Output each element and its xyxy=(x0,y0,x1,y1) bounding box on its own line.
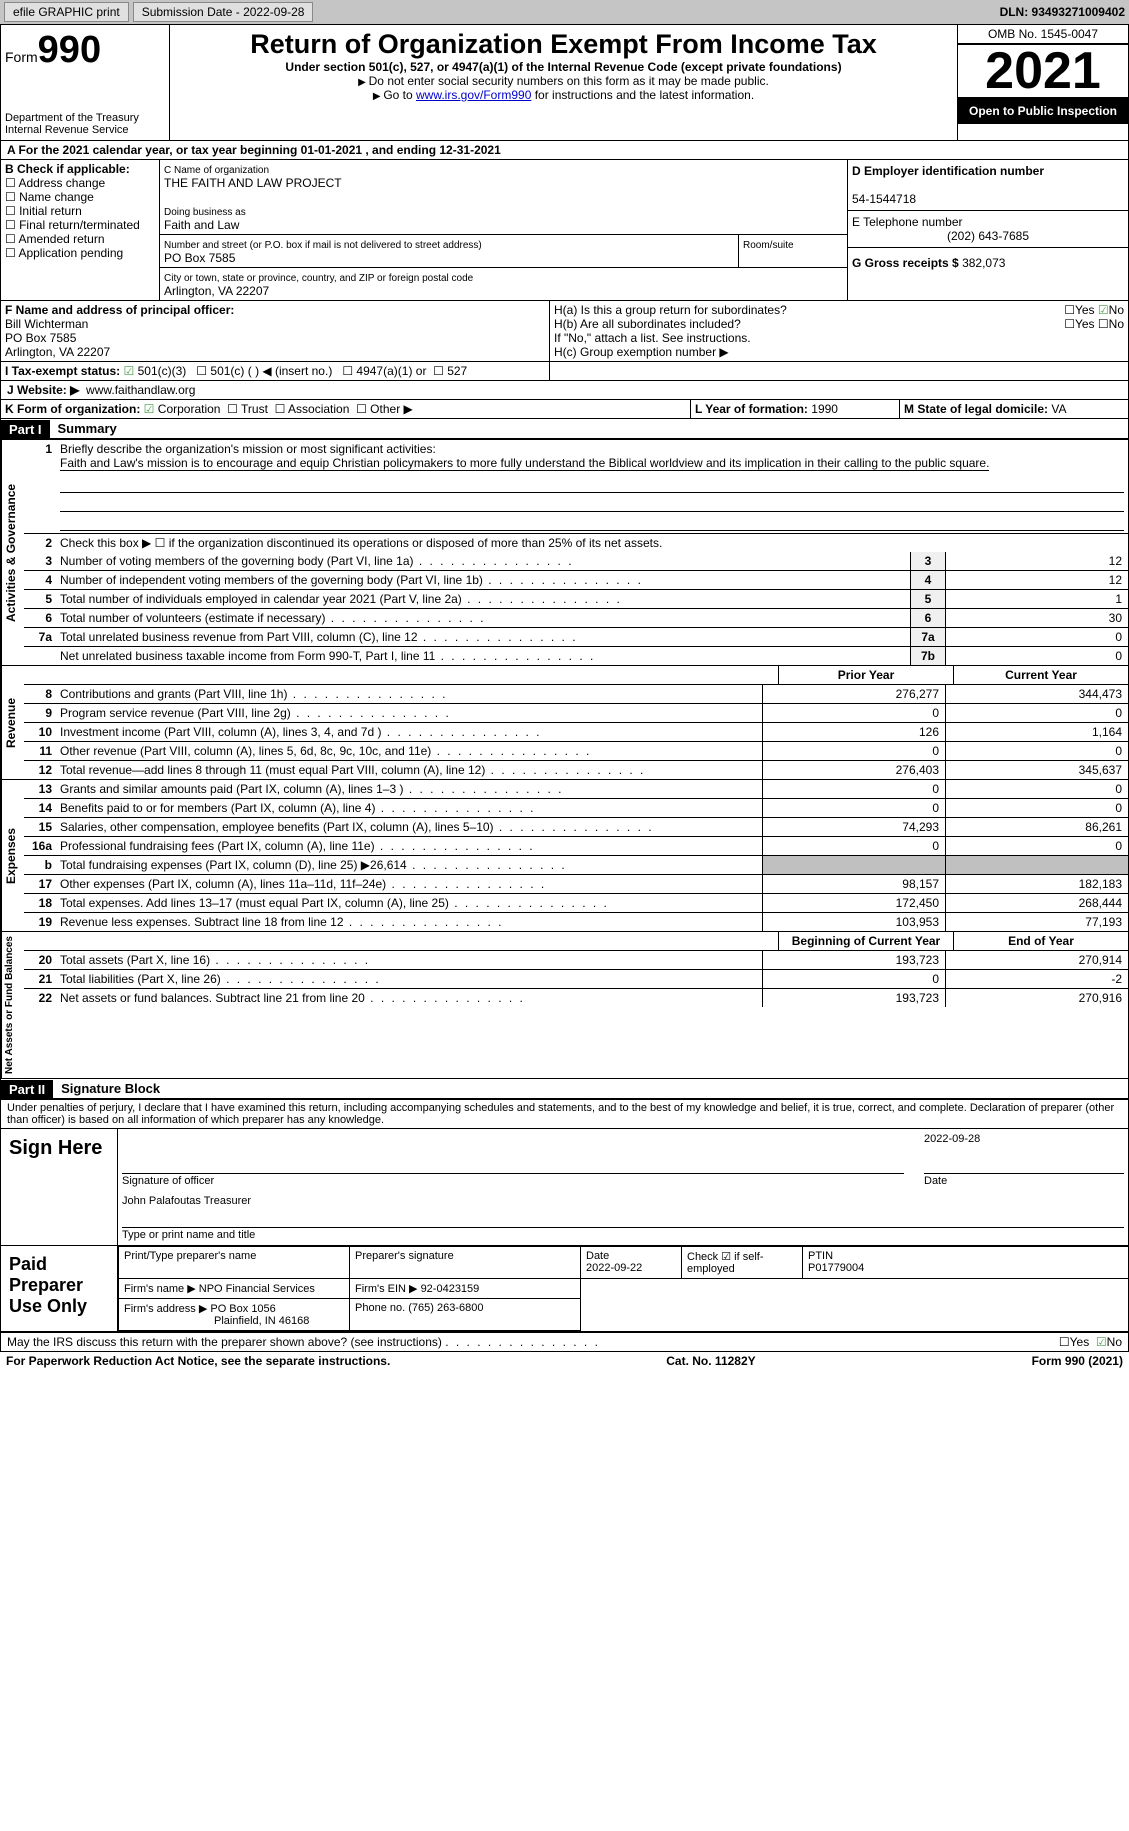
tab-netassets: Net Assets or Fund Balances xyxy=(1,932,24,1078)
summary-line: 3Number of voting members of the governi… xyxy=(24,552,1128,571)
form-title: Return of Organization Exempt From Incom… xyxy=(174,29,953,60)
page-footer: For Paperwork Reduction Act Notice, see … xyxy=(0,1352,1129,1370)
summary-line: 22Net assets or fund balances. Subtract … xyxy=(24,989,1128,1007)
efile-print-button[interactable]: efile GRAPHIC print xyxy=(4,2,129,22)
form-subtitle: Under section 501(c), 527, or 4947(a)(1)… xyxy=(174,60,953,74)
hb-label: H(b) Are all subordinates included? xyxy=(554,317,741,331)
phone-value: (202) 643-7685 xyxy=(852,229,1124,243)
irs-link[interactable]: www.irs.gov/Form990 xyxy=(416,88,531,102)
summary-line: 11Other revenue (Part VIII, column (A), … xyxy=(24,742,1128,761)
summary-line: 12Total revenue—add lines 8 through 11 (… xyxy=(24,761,1128,779)
checkbox-amended[interactable]: ☐ xyxy=(5,232,18,246)
checkbox-address-change[interactable]: ☐ xyxy=(5,176,18,190)
declaration: Under penalties of perjury, I declare th… xyxy=(0,1100,1129,1129)
box-b-label: B Check if applicable: xyxy=(5,162,130,176)
irs-discuss-row: May the IRS discuss this return with the… xyxy=(0,1333,1129,1352)
org-name: THE FAITH AND LAW PROJECT xyxy=(164,176,342,190)
hc-label: H(c) Group exemption number ▶ xyxy=(554,345,1124,359)
summary-line: 7aTotal unrelated business revenue from … xyxy=(24,628,1128,647)
summary-line: 20Total assets (Part X, line 16)193,7232… xyxy=(24,951,1128,970)
summary-line: 15Salaries, other compensation, employee… xyxy=(24,818,1128,837)
identity-block: B Check if applicable: ☐ Address change … xyxy=(0,160,1129,301)
sign-here-block: Sign Here Signature of officer 2022-09-2… xyxy=(0,1129,1129,1333)
privacy-note: Do not enter social security numbers on … xyxy=(174,74,953,88)
netassets-section: Net Assets or Fund Balances Beginning of… xyxy=(0,932,1129,1079)
dln: DLN: 93493271009402 xyxy=(1000,5,1125,19)
summary-line: 5Total number of individuals employed in… xyxy=(24,590,1128,609)
tab-expenses: Expenses xyxy=(1,780,24,931)
checkbox-501c3[interactable]: ☑ xyxy=(124,364,135,378)
activities-governance: Activities & Governance 1 Briefly descri… xyxy=(0,440,1129,666)
expenses-section: Expenses 13Grants and similar amounts pa… xyxy=(0,780,1129,932)
gross-receipts-label: G Gross receipts $ xyxy=(852,256,959,270)
website-value: www.faithandlaw.org xyxy=(86,383,195,397)
part1-header: Part I Summary xyxy=(0,419,1129,440)
summary-line: 18Total expenses. Add lines 13–17 (must … xyxy=(24,894,1128,913)
ein-value: 54-1544718 xyxy=(852,192,916,206)
summary-line: 9Program service revenue (Part VIII, lin… xyxy=(24,704,1128,723)
checkbox-corporation[interactable]: ☑ xyxy=(144,402,155,416)
summary-line: 17Other expenses (Part IX, column (A), l… xyxy=(24,875,1128,894)
ein-label: D Employer identification number xyxy=(852,164,1044,178)
officer-addr1: PO Box 7585 xyxy=(5,331,76,345)
room-label: Room/suite xyxy=(743,240,794,251)
summary-line: 8Contributions and grants (Part VIII, li… xyxy=(24,685,1128,704)
summary-line: 10Investment income (Part VIII, column (… xyxy=(24,723,1128,742)
summary-line: 4Number of independent voting members of… xyxy=(24,571,1128,590)
summary-line: 14Benefits paid to or for members (Part … xyxy=(24,799,1128,818)
department: Department of the Treasury Internal Reve… xyxy=(5,112,165,136)
checkbox-final-return[interactable]: ☐ xyxy=(5,218,19,232)
summary-line: 19Revenue less expenses. Subtract line 1… xyxy=(24,913,1128,931)
hb-note: If "No," attach a list. See instructions… xyxy=(554,331,1124,345)
tax-year: 2021 xyxy=(958,44,1128,98)
checkbox-name-change[interactable]: ☐ xyxy=(5,190,19,204)
instructions-note: Go to www.irs.gov/Form990 for instructio… xyxy=(174,88,953,102)
website-row: J Website: ▶ www.faithandlaw.org xyxy=(0,381,1129,400)
phone-label: E Telephone number xyxy=(852,215,963,229)
mission-text: Faith and Law's mission is to encourage … xyxy=(60,456,989,471)
officer-label: F Name and address of principal officer: xyxy=(5,303,234,317)
checkbox-pending[interactable]: ☐ xyxy=(5,246,18,260)
city-value: Arlington, VA 22207 xyxy=(164,284,269,298)
gross-receipts-value: 382,073 xyxy=(962,256,1005,270)
checkbox-initial-return[interactable]: ☐ xyxy=(5,204,19,218)
city-label: City or town, state or province, country… xyxy=(164,273,473,284)
revenue-section: Revenue b Prior Year Current Year 8Contr… xyxy=(0,666,1129,780)
summary-line: 6Total number of volunteers (estimate if… xyxy=(24,609,1128,628)
inspection-notice: Open to Public Inspection xyxy=(958,98,1128,124)
street-value: PO Box 7585 xyxy=(164,251,235,265)
summary-line: Net unrelated business taxable income fr… xyxy=(24,647,1128,665)
officer-block: F Name and address of principal officer:… xyxy=(0,301,1129,362)
officer-name: Bill Wichterman xyxy=(5,317,88,331)
summary-line: 16aProfessional fundraising fees (Part I… xyxy=(24,837,1128,856)
tax-status-row: I Tax-exempt status: ☑ 501(c)(3) ☐ 501(c… xyxy=(0,362,1129,381)
summary-line: 21Total liabilities (Part X, line 26)0-2 xyxy=(24,970,1128,989)
tab-revenue: Revenue xyxy=(1,666,24,779)
org-name-label: C Name of organization xyxy=(164,165,269,176)
summary-line: bTotal fundraising expenses (Part IX, co… xyxy=(24,856,1128,875)
ha-label: H(a) Is this a group return for subordin… xyxy=(554,303,787,317)
dba-label: Doing business as xyxy=(164,207,246,218)
org-form-row: K Form of organization: ☑ Corporation ☐ … xyxy=(0,400,1129,419)
submission-date: Submission Date - 2022-09-28 xyxy=(133,2,314,22)
toolbar: efile GRAPHIC print Submission Date - 20… xyxy=(0,0,1129,25)
dba-value: Faith and Law xyxy=(164,218,239,232)
part2-header: Part II Signature Block xyxy=(0,1079,1129,1100)
form-number: Form990 xyxy=(5,29,165,72)
form-header: Form990 Department of the Treasury Inter… xyxy=(0,25,1129,141)
street-label: Number and street (or P.O. box if mail i… xyxy=(164,240,482,251)
tab-activities: Activities & Governance xyxy=(1,440,24,665)
period-row: A For the 2021 calendar year, or tax yea… xyxy=(0,141,1129,160)
summary-line: 13Grants and similar amounts paid (Part … xyxy=(24,780,1128,799)
officer-addr2: Arlington, VA 22207 xyxy=(5,345,110,359)
